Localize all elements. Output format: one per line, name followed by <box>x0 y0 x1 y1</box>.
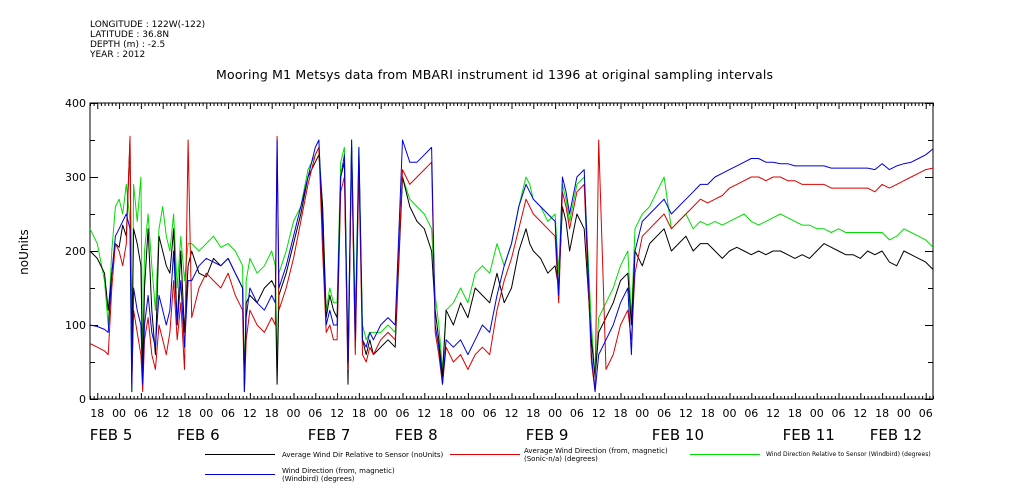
meta-latitude: LATITUDE : 36.8N <box>90 30 170 40</box>
x-tick-label: 12 <box>505 407 519 420</box>
x-tick-label: 06 <box>221 407 235 420</box>
x-axis-labels: 18 00 06 12 18 00 06 12 18 00 06 12 18 00 06 12 18 00 06 12… <box>90 407 933 444</box>
x-tick-label: 18 <box>352 407 366 420</box>
series-line-0 <box>89 139 934 385</box>
x-tick-label: 12 <box>853 407 867 420</box>
x-tick-label: 12 <box>330 407 344 420</box>
x-tick-label: 18 <box>614 407 628 420</box>
x-tick-label: 06 <box>919 407 933 420</box>
x-tick-label: 00 <box>723 407 737 420</box>
x-tick-label: 06 <box>308 407 322 420</box>
y-tick-label: 100 <box>65 319 86 332</box>
y-axis-title: noUnits <box>17 229 31 275</box>
x-tick-label: 06 <box>744 407 758 420</box>
legend-label-wind-direction-relative: Wind Direction Relative to Sensor (Windb… <box>766 451 931 458</box>
x-tick-label: 00 <box>461 407 475 420</box>
x-tick-label: 00 <box>810 407 824 420</box>
meta-longitude: LONGITUDE : 122W(-122) <box>90 20 206 30</box>
x-day-label: FEB 11 <box>783 426 835 444</box>
x-tick-label: 18 <box>875 407 889 420</box>
series-line-1 <box>89 135 934 393</box>
x-day-label: FEB 8 <box>395 426 438 444</box>
x-tick-label: 12 <box>679 407 693 420</box>
x-tick-label: 06 <box>570 407 584 420</box>
x-day-label: FEB 10 <box>652 426 704 444</box>
x-tick-label: 00 <box>286 407 300 420</box>
x-tick-label: 12 <box>592 407 606 420</box>
x-day-label: FEB 12 <box>870 426 922 444</box>
x-tick-label: 00 <box>897 407 911 420</box>
x-tick-label: 00 <box>548 407 562 420</box>
legend-label-wind-direction-magnetic: Wind Direction (from, magnetic) (Windbir… <box>282 467 395 483</box>
x-tick-label: 00 <box>199 407 213 420</box>
x-tick-label: 12 <box>417 407 431 420</box>
x-day-label: FEB 6 <box>177 426 220 444</box>
x-tick-label: 18 <box>788 407 802 420</box>
x-tick-label: 12 <box>243 407 257 420</box>
y-tick-label: 0 <box>79 393 86 406</box>
legend-label-avg-wind-dir-relative: Average Wind Dir Relative to Sensor (noU… <box>282 451 444 459</box>
x-tick-label: 06 <box>134 407 148 420</box>
chart-title: Mooring M1 Metsys data from MBARI instru… <box>216 67 774 82</box>
x-tick-label: 18 <box>439 407 453 420</box>
x-tick-label: 00 <box>374 407 388 420</box>
x-day-label: FEB 9 <box>526 426 569 444</box>
legend-swatch-black <box>205 454 275 455</box>
x-tick-label: 06 <box>483 407 497 420</box>
legend-label-avg-wind-direction: Average Wind Direction (from, magnetic) … <box>524 447 668 463</box>
y-tick-label: 400 <box>65 97 86 110</box>
y-tick-label: 200 <box>65 245 86 258</box>
x-tick-label: 00 <box>635 407 649 420</box>
series-line-2 <box>89 139 934 393</box>
x-tick-label: 06 <box>657 407 671 420</box>
x-tick-label: 18 <box>701 407 715 420</box>
x-tick-label: 06 <box>832 407 846 420</box>
chart-series-layer <box>89 135 934 393</box>
x-tick-label: 18 <box>526 407 540 420</box>
plot-frame <box>89 102 934 400</box>
y-tick-label: 300 <box>65 171 86 184</box>
x-tick-label: 18 <box>265 407 279 420</box>
x-tick-label: 00 <box>112 407 126 420</box>
legend-swatch-green <box>690 454 760 455</box>
metadata-block: LONGITUDE : 122W(-122) LATITUDE : 36.8N … <box>90 20 205 60</box>
legend-swatch-red <box>450 454 520 455</box>
x-tick-label: 18 <box>177 407 191 420</box>
y-axis-labels: 0 100 200 300 400 <box>65 97 86 406</box>
legend-swatch-blue <box>205 474 275 475</box>
x-tick-label: 12 <box>156 407 170 420</box>
x-tick-label: 12 <box>766 407 780 420</box>
chart-axes <box>89 102 934 400</box>
meta-depth: DEPTH (m) : -2.5 <box>90 40 166 50</box>
x-day-label: FEB 7 <box>308 426 351 444</box>
x-day-label: FEB 5 <box>90 426 133 444</box>
x-tick-label: 06 <box>395 407 409 420</box>
meta-year: YEAR : 2012 <box>90 50 146 60</box>
x-tick-label: 18 <box>90 407 104 420</box>
series-line-3 <box>89 139 934 393</box>
